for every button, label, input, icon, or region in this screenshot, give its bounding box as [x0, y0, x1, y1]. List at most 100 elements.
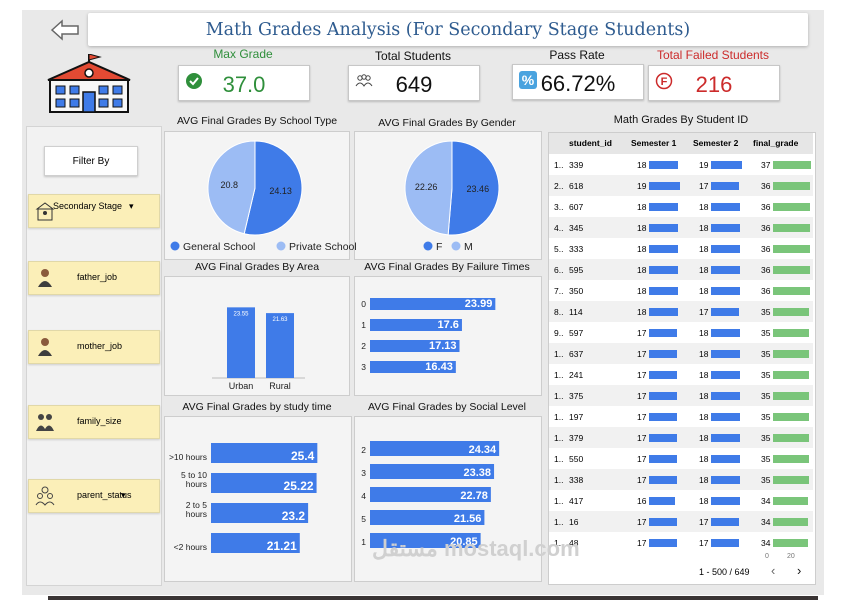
final-grade-bar: [773, 476, 809, 484]
hbar-value-4-0: 25.4: [291, 449, 315, 463]
table-row[interactable]: 7.. 350 18 18 36: [549, 280, 813, 301]
parents-icon: [35, 486, 55, 506]
column-header-3[interactable]: final_grade: [753, 138, 799, 148]
table-cell-2: 17: [637, 328, 647, 338]
table-cell-4: 35: [761, 307, 771, 317]
hbar-4-3: [211, 533, 300, 553]
hbar-category-3-2: 2: [361, 341, 366, 351]
legend-swatch-1: [276, 241, 286, 251]
table-cell-0: 1..: [554, 496, 564, 506]
hbar-category-5-3: 5: [361, 514, 366, 524]
table-row[interactable]: 1.. 48 17 17 34: [549, 532, 813, 553]
chart-panel-area: [164, 276, 350, 396]
table-row[interactable]: 2.. 618 19 17 36: [549, 175, 813, 196]
table-row[interactable]: 1.. 550 17 18 35: [549, 448, 813, 469]
table-cell-2: 17: [637, 370, 647, 380]
table-cell-1: 597: [569, 328, 584, 338]
filter-father-job[interactable]: father_job: [28, 261, 160, 295]
table-cell-0: 4..: [554, 223, 564, 233]
table-row[interactable]: 8.. 114 18 17 35: [549, 301, 813, 322]
hbar-category-3-3: 3: [361, 362, 366, 372]
hbar-3-0: [370, 298, 496, 310]
table-row[interactable]: 4.. 345 18 18 36: [549, 217, 813, 238]
semester1-bar: [649, 245, 679, 253]
kpi-label-0: Max Grade: [213, 47, 273, 61]
semester2-bar: [711, 329, 741, 337]
semester2-bar: [711, 413, 741, 421]
table-cell-1: 48: [569, 538, 579, 548]
hbar-value-4-3: 21.21: [267, 539, 297, 553]
semester2-bar: [711, 497, 741, 505]
semester1-bar: [649, 182, 680, 190]
hbar-value-3-0: 23.99: [465, 298, 493, 310]
table-row[interactable]: 1.. 375 17 18 35: [549, 385, 813, 406]
final-grade-bar: [773, 413, 809, 421]
table-row[interactable]: 1.. 197 17 18 35: [549, 406, 813, 427]
column-header-1[interactable]: Semester 1: [631, 138, 677, 148]
back-arrow-button[interactable]: [48, 17, 82, 43]
table-row[interactable]: 1.. 241 17 18 35: [549, 364, 813, 385]
table-row[interactable]: 1.. 339 18 19 37: [549, 154, 813, 175]
filter-by-button[interactable]: Filter By: [44, 146, 138, 176]
filter-label-0: Secondary Stage: [53, 201, 123, 211]
final-grade-bar: [773, 182, 810, 190]
table-cell-0: 1..: [554, 391, 564, 401]
column-header-0[interactable]: student_id: [569, 138, 612, 148]
table-row[interactable]: 1.. 379 17 18 35: [549, 427, 813, 448]
table-cell-4: 36: [761, 244, 771, 254]
table-cell-2: 18: [637, 244, 647, 254]
table-cell-1: 417: [569, 496, 584, 506]
table-cell-2: 17: [637, 433, 647, 443]
table-row[interactable]: 5.. 333 18 18 36: [549, 238, 813, 259]
final-grade-bar: [773, 539, 808, 547]
table-row[interactable]: 1.. 338 17 18 35: [549, 469, 813, 490]
kpi-value-1: 649: [395, 72, 433, 97]
hbar-5-1: [370, 464, 495, 479]
table-row[interactable]: 3.. 607 18 18 36: [549, 196, 813, 217]
legend-label-0: F: [436, 241, 442, 253]
semester1-bar: [649, 497, 676, 505]
semester1-bar: [649, 539, 677, 547]
table-cell-3: 18: [699, 265, 709, 275]
filter-label-4: parent_status: [77, 490, 132, 500]
back-arrow-icon: [50, 19, 79, 41]
prev-page-button[interactable]: ‹: [771, 563, 776, 578]
semester2-bar: [711, 161, 742, 169]
semester1-bar: [649, 161, 679, 169]
table-cell-2: 18: [637, 223, 647, 233]
mother-icon: [38, 338, 52, 356]
chart-panel-failure: [354, 276, 542, 396]
table-row[interactable]: 1.. 16 17 17 34: [549, 511, 813, 532]
axis-tick-20: 20: [787, 553, 795, 560]
table-cell-1: 375: [569, 391, 584, 401]
semester1-bar: [649, 350, 677, 358]
next-page-button[interactable]: ›: [797, 563, 802, 578]
filter-secondary-stage[interactable]: Secondary Stage ▾: [28, 194, 160, 228]
table-cell-4: 35: [761, 433, 771, 443]
hbar-value-3-3: 16.43: [425, 361, 453, 373]
filter-parent-status[interactable]: parent_status ▾: [28, 479, 160, 513]
table-cell-0: 1..: [554, 454, 564, 464]
table-cell-4: 35: [761, 328, 771, 338]
legend-swatch-1: [451, 241, 461, 251]
table-row[interactable]: 1.. 417 16 18 34: [549, 490, 813, 511]
table-row[interactable]: 1.. 637 17 18 35: [549, 343, 813, 364]
hbar-4-0: [211, 443, 318, 463]
bar-value-0: 23.55: [233, 311, 249, 317]
pie-slice-m: [404, 140, 453, 236]
table-cell-2: 18: [637, 307, 647, 317]
table-cell-4: 36: [761, 181, 771, 191]
semester1-bar: [649, 518, 677, 526]
table-cell-3: 18: [699, 412, 709, 422]
table-row[interactable]: 6.. 595 18 18 36: [549, 259, 813, 280]
chart-title-area: AVG Final Grades By Area: [194, 261, 320, 273]
final-grade-bar: [773, 455, 809, 463]
filter-mother-job[interactable]: mother_job: [28, 330, 160, 364]
table-cell-4: 35: [761, 370, 771, 380]
column-header-2[interactable]: Semester 2: [693, 138, 739, 148]
pie-slice-private-school: [207, 140, 256, 235]
table-row[interactable]: 9.. 597 17 18 35: [549, 322, 813, 343]
filter-family-size[interactable]: family_size: [28, 405, 160, 439]
table-cell-1: 339: [569, 160, 584, 170]
bar-category-1: Rural: [269, 381, 291, 391]
